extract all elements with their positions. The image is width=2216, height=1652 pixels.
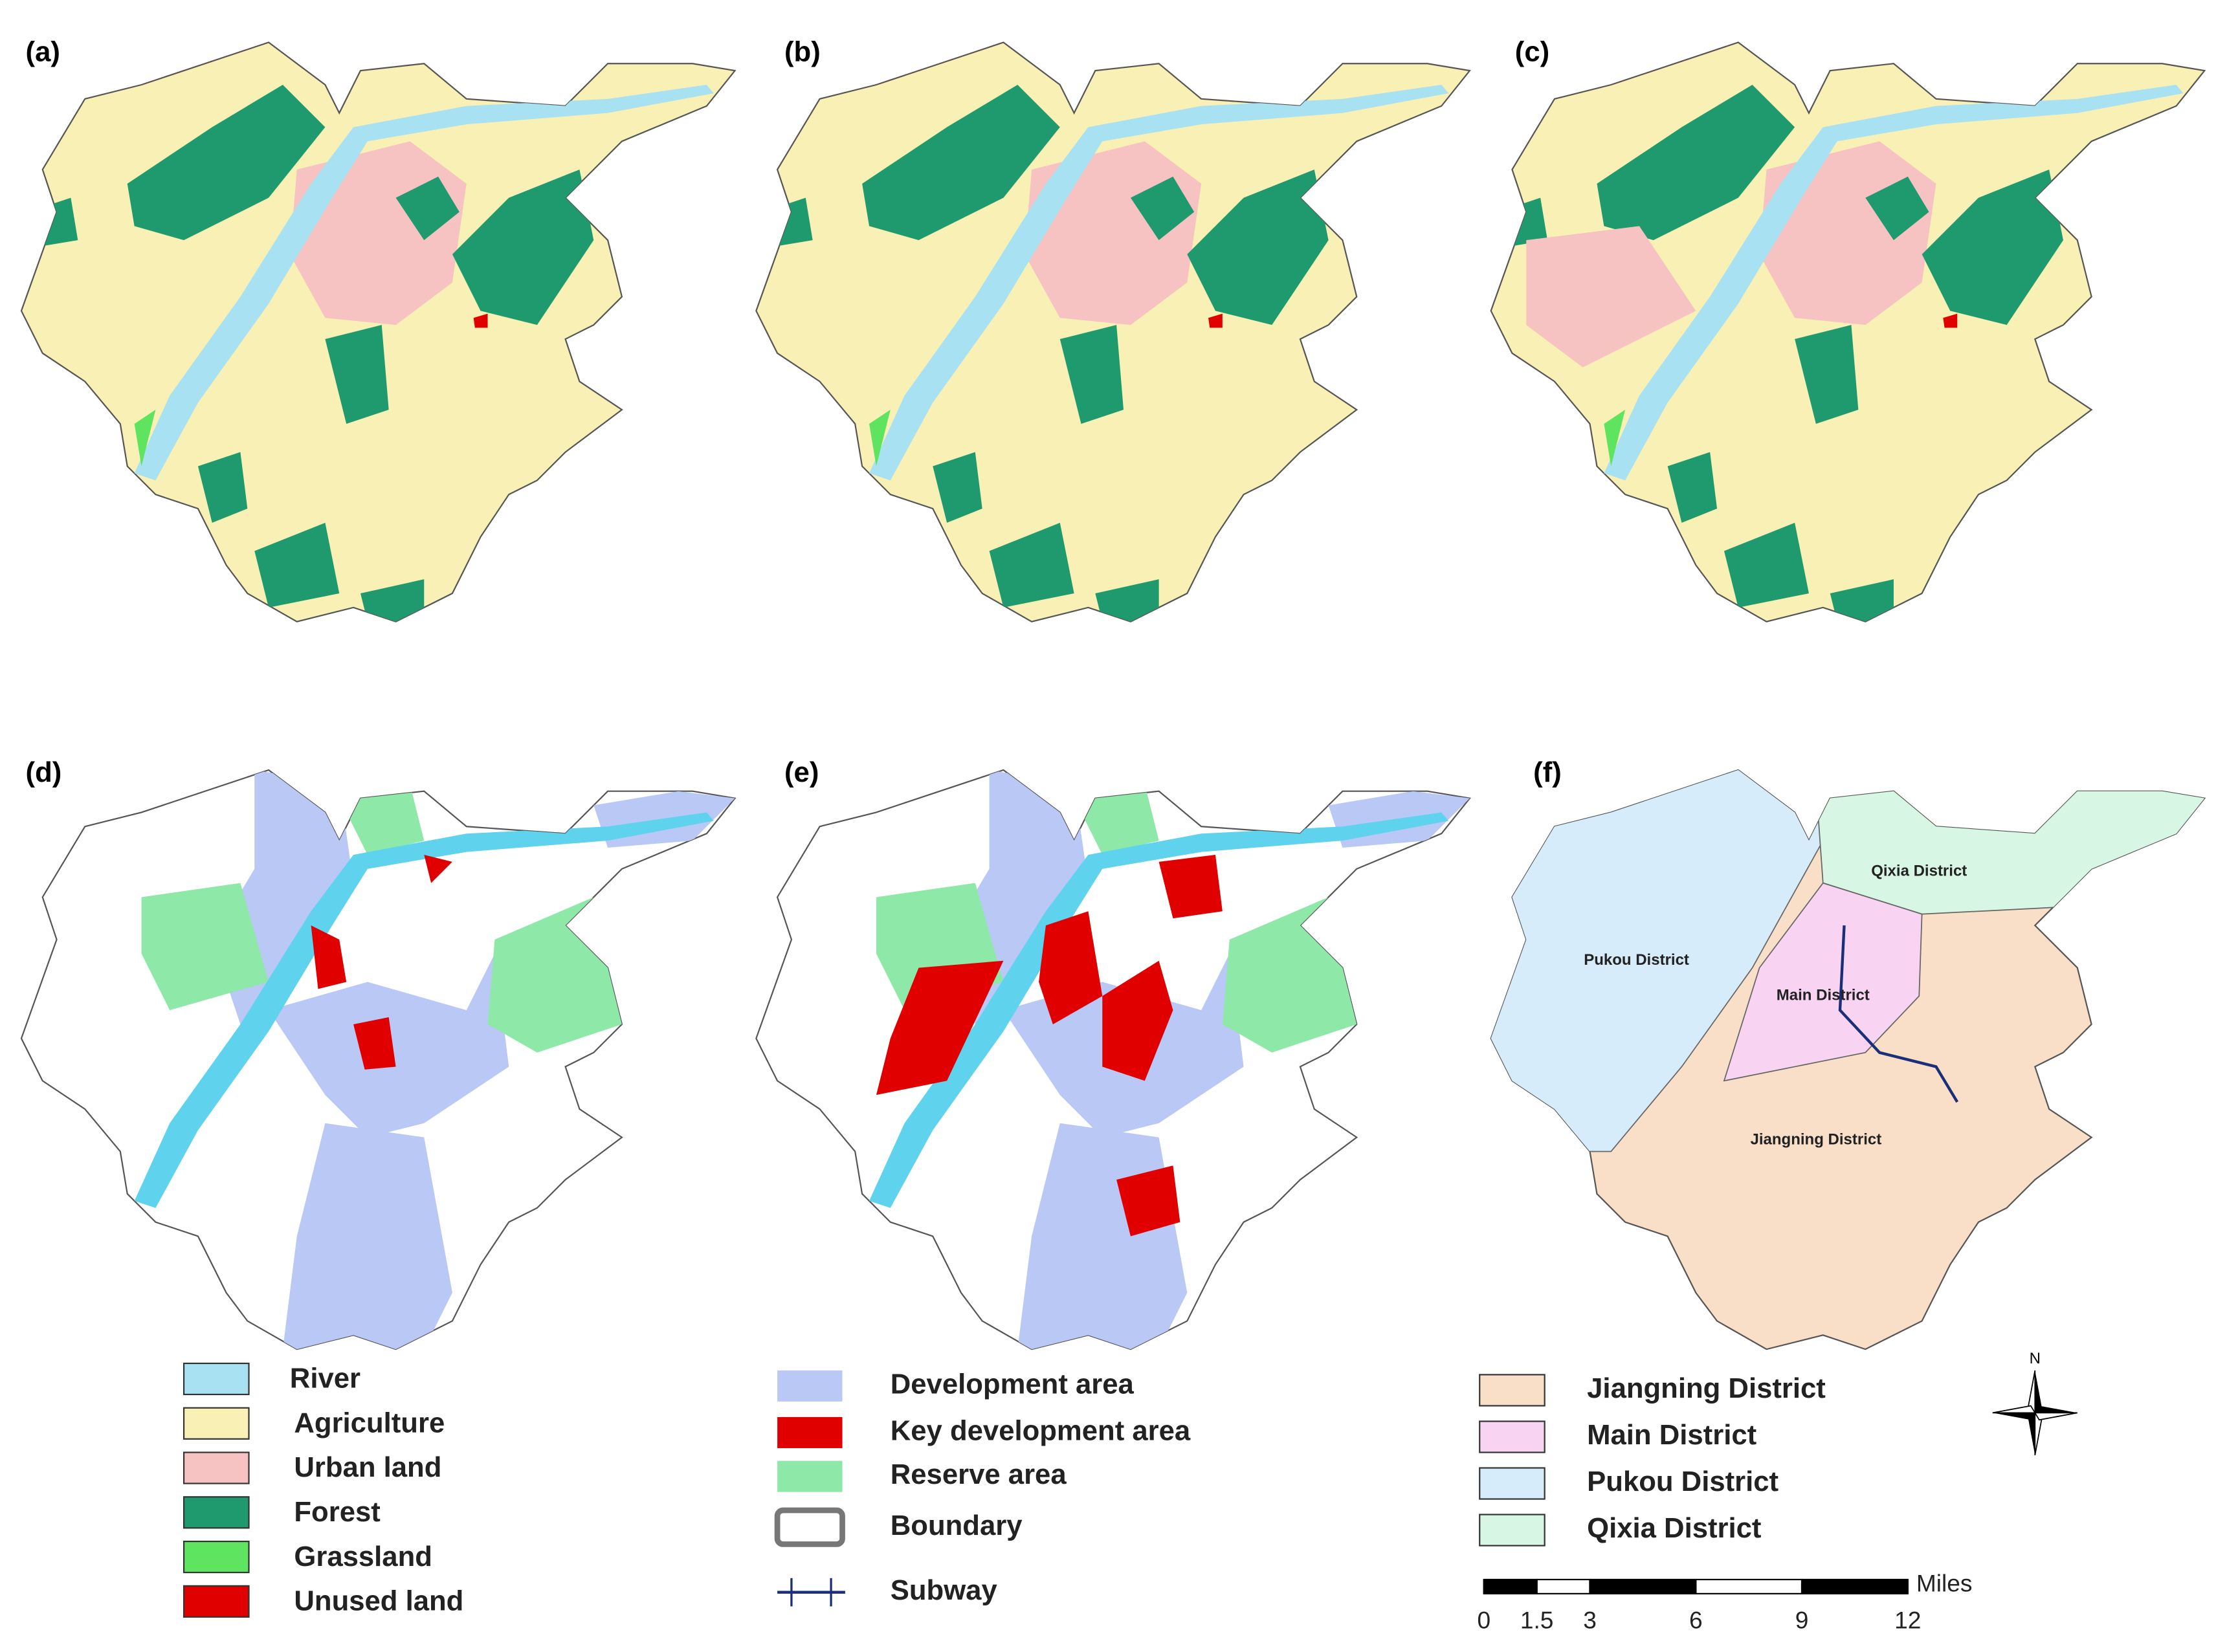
map-b — [756, 43, 1470, 622]
legend-swatch — [183, 1407, 250, 1440]
north-label: N — [2030, 1350, 2041, 1367]
map-d — [21, 770, 735, 1349]
map-e — [756, 770, 1470, 1349]
urban-expansion — [1526, 226, 1696, 368]
legend-swatch — [1479, 1420, 1546, 1453]
scale-label: 1.5 — [1520, 1606, 1554, 1633]
legend-label: Reserve area — [891, 1459, 1067, 1490]
legend-swatch — [183, 1451, 250, 1484]
scale-label: 12 — [1894, 1606, 1921, 1633]
panel-label: (b) — [784, 36, 821, 67]
legend-swatch — [777, 1370, 843, 1402]
scale-label: 9 — [1795, 1606, 1809, 1633]
district-label: Qixia District — [1871, 862, 1967, 879]
legend-swatch — [777, 1416, 843, 1448]
legend-label: Pukou District — [1587, 1466, 1778, 1497]
legend-label: Main District — [1587, 1419, 1756, 1451]
scale-segment — [1483, 1578, 1538, 1594]
north-arrow: N — [1992, 1350, 2078, 1456]
legend-swatch — [183, 1362, 250, 1396]
legend-zones: Development area Key development area Rese… — [774, 1368, 1191, 1607]
scale-segment — [1589, 1578, 1697, 1594]
district-label: Main District — [1777, 987, 1870, 1004]
legend-label: Boundary — [891, 1510, 1023, 1541]
legend-label: Agriculture — [294, 1407, 445, 1438]
scale-segment — [1695, 1578, 1803, 1594]
legend-swatch — [774, 1507, 845, 1547]
legend-label: Grassland — [294, 1541, 432, 1572]
scale-label: 0 — [1477, 1606, 1490, 1633]
scale-label: 6 — [1689, 1606, 1703, 1633]
legend-swatch — [183, 1496, 250, 1529]
legend-label: Unused land — [294, 1585, 463, 1617]
legend-swatch — [183, 1540, 250, 1574]
panel-label: (a) — [26, 36, 60, 67]
legend-swatch — [1479, 1374, 1546, 1407]
scale-segment — [1800, 1578, 1909, 1594]
scale-label: 3 — [1583, 1606, 1597, 1633]
legend-swatch — [777, 1460, 843, 1492]
legend-label: Jiangning District — [1587, 1372, 1826, 1404]
legend-label: Forest — [294, 1496, 380, 1528]
panel-label: (c) — [1515, 36, 1549, 67]
legend-swatch — [1479, 1467, 1546, 1500]
scale-unit: Miles — [1916, 1570, 1973, 1597]
subway — [1838, 925, 1959, 1103]
legend-label: River — [290, 1363, 360, 1394]
district-label: Pukou District — [1584, 951, 1689, 969]
map-f: Qixia District Pukou District Main Distr… — [1490, 769, 2206, 1350]
legend-label: Development area — [891, 1368, 1135, 1400]
legend-swatch — [1479, 1514, 1546, 1547]
scale-segment — [1536, 1578, 1591, 1594]
district-label: Jiangning District — [1751, 1130, 1882, 1148]
panel-label: (d) — [26, 756, 62, 788]
legend-districts: Jiangning District Main District Pukou Dis… — [1479, 1372, 1826, 1547]
panel-label: (e) — [784, 756, 819, 788]
scale-bar: 0 1.5 3 6 9 12 Miles — [1477, 1570, 1972, 1634]
panel-label: (f) — [1533, 756, 1562, 788]
map-a — [21, 43, 735, 622]
legend-label: Subway — [891, 1574, 998, 1606]
legend-swatch — [183, 1585, 250, 1618]
legend-land-use: River Agriculture Urban land Forest Grasslan… — [183, 1362, 463, 1618]
legend-label: Qixia District — [1587, 1512, 1761, 1544]
legend-label: Key development area — [891, 1415, 1191, 1446]
legend-label: Urban land — [294, 1451, 441, 1483]
